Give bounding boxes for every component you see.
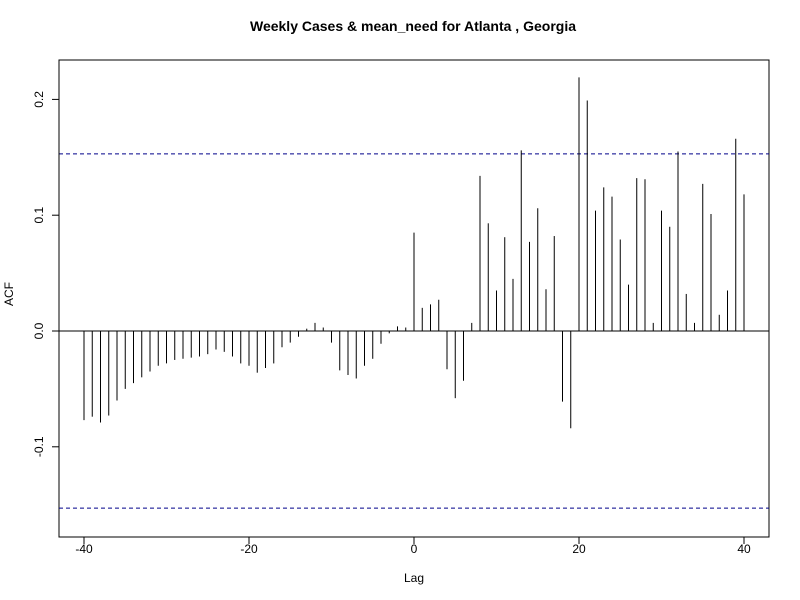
y-tick-label: -0.1 [32, 436, 46, 457]
chart-title: Weekly Cases & mean_need for Atlanta , G… [250, 18, 576, 34]
y-axis: -0.1 0.0 0.1 0.2 [32, 91, 60, 457]
y-axis-label: ACF [2, 282, 16, 306]
x-tick-label: -40 [75, 542, 93, 556]
y-tick-label: 0.2 [32, 91, 46, 108]
x-tick-label: 40 [737, 542, 751, 556]
y-tick-label: 0.0 [32, 322, 46, 339]
confidence-lines [59, 153, 769, 509]
x-tick-label: -20 [240, 542, 258, 556]
x-tick-label: 0 [411, 542, 418, 556]
x-tick-label: 20 [572, 542, 586, 556]
x-axis: -40 -20 0 20 40 [75, 536, 751, 556]
y-tick-label: 0.1 [32, 207, 46, 224]
acf-bars [83, 77, 745, 429]
x-axis-label: Lag [404, 571, 424, 585]
